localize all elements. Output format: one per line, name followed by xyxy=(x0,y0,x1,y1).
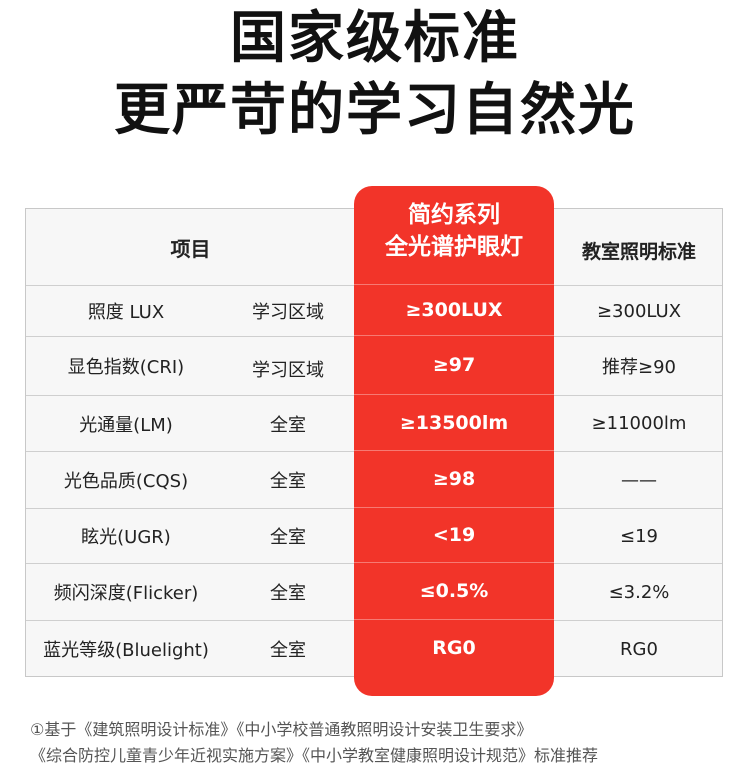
row-divider xyxy=(354,284,554,285)
row-standard: ≥300LUX xyxy=(596,300,682,322)
row-standard: ≤19 xyxy=(620,525,658,547)
page-title-line2: 更严苛的学习自然光 xyxy=(114,78,636,143)
header-standard: 教室照明标准 xyxy=(581,241,696,263)
product-value: ≤0.5% xyxy=(419,580,489,602)
row-scope: 学习区域 xyxy=(252,360,324,381)
row-scope: 全室 xyxy=(270,640,306,661)
row-scope: 全室 xyxy=(270,471,306,492)
row-scope: 全室 xyxy=(270,527,306,548)
row-standard: ≤3.2% xyxy=(608,581,670,603)
row-item: 频闪深度(Flicker) xyxy=(53,583,199,604)
product-value: ≥300LUX xyxy=(405,299,503,321)
row-standard: —— xyxy=(621,469,657,491)
row-divider xyxy=(354,619,554,620)
row-divider xyxy=(354,450,554,451)
row-standard: 推荐≥90 xyxy=(602,357,676,378)
row-scope: 学习区域 xyxy=(252,302,324,323)
row-item: 光通量(LM) xyxy=(79,414,173,436)
row-divider xyxy=(354,507,554,508)
product-value: ≥97 xyxy=(432,354,476,376)
row-item: 光色品质(CQS) xyxy=(63,471,189,492)
product-column: 简约系列 全光谱护眼灯 ≥300LUX ≥97 ≥13500lm ≥98 <19… xyxy=(354,186,554,696)
row-scope: 全室 xyxy=(270,414,306,436)
product-header-line2: 全光谱护眼灯 xyxy=(385,234,523,260)
row-item: 眩光(UGR) xyxy=(81,527,171,548)
row-item: 蓝光等级(Bluelight) xyxy=(43,640,209,661)
product-header-line1: 简约系列 xyxy=(408,202,500,228)
row-item: 照度 LUX xyxy=(87,302,165,323)
footnote-line1: ①基于《建筑照明设计标准》《中小学校普通教照明设计安装卫生要求》 xyxy=(30,720,533,739)
row-divider xyxy=(354,335,554,336)
product-value: ≥13500lm xyxy=(399,411,509,434)
page-title-line1: 国家级标准 xyxy=(230,6,520,71)
row-standard: RG0 xyxy=(620,638,658,660)
footnote-line2: 《综合防控儿童青少年近视实施方案》《中小学教室健康照明设计规范》标准推荐 xyxy=(30,746,599,765)
row-item: 显色指数(CRI) xyxy=(67,357,185,378)
row-divider xyxy=(354,562,554,563)
product-value: <19 xyxy=(432,524,476,546)
row-scope: 全室 xyxy=(270,583,306,604)
product-value: RG0 xyxy=(432,637,476,659)
row-divider xyxy=(354,394,554,395)
row-standard: ≥11000lm xyxy=(591,413,687,434)
product-value: ≥98 xyxy=(432,468,476,490)
header-item: 项目 xyxy=(170,236,211,261)
